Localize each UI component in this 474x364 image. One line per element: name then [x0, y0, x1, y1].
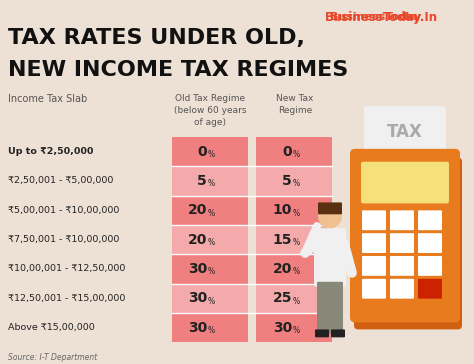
Text: %: % [208, 326, 215, 335]
Bar [172, 137, 248, 166]
Text: %: % [208, 268, 215, 276]
Bar [172, 284, 248, 313]
Text: TAX: TAX [387, 123, 423, 141]
Text: ₹2,50,001 - ₹5,00,000: ₹2,50,001 - ₹5,00,000 [8, 177, 113, 185]
Text: New Tax
Regime: New Tax Regime [276, 94, 314, 115]
Text: ₹12,50,001 - ₹15,00,000: ₹12,50,001 - ₹15,00,000 [8, 294, 126, 303]
Text: BusinessToday: BusinessToday [330, 12, 421, 22]
FancyBboxPatch shape [418, 279, 442, 298]
Bar [256, 284, 332, 313]
Text: ₹10,00,001 - ₹12,50,000: ₹10,00,001 - ₹12,50,000 [8, 265, 126, 273]
Text: %: % [293, 297, 300, 306]
FancyBboxPatch shape [418, 256, 442, 276]
Bar [256, 137, 332, 166]
FancyBboxPatch shape [364, 106, 446, 167]
FancyBboxPatch shape [317, 282, 343, 333]
Text: BusinessToday.In: BusinessToday.In [325, 11, 438, 24]
Bar [256, 313, 332, 342]
Text: .In: .In [402, 12, 418, 22]
Text: TAX RATES UNDER OLD,: TAX RATES UNDER OLD, [8, 28, 305, 48]
Bar [256, 195, 332, 225]
Text: Source: I-T Department: Source: I-T Department [8, 353, 97, 362]
Text: 30: 30 [273, 321, 292, 335]
FancyBboxPatch shape [418, 233, 442, 253]
Text: 20: 20 [188, 233, 207, 247]
FancyBboxPatch shape [362, 210, 386, 230]
Text: %: % [208, 179, 215, 189]
Bar [172, 225, 248, 254]
Text: 15: 15 [273, 233, 292, 247]
Text: Up to ₹2,50,000: Up to ₹2,50,000 [8, 147, 93, 156]
Text: Income Tax Slab: Income Tax Slab [8, 94, 87, 104]
Text: NEW INCOME TAX REGIMES: NEW INCOME TAX REGIMES [8, 60, 348, 79]
Text: %: % [293, 326, 300, 335]
Bar [172, 166, 248, 195]
Text: 5: 5 [282, 174, 292, 188]
Text: 0: 0 [283, 145, 292, 159]
Text: %: % [293, 209, 300, 218]
Text: 30: 30 [188, 321, 207, 335]
Text: 20: 20 [188, 203, 207, 217]
FancyBboxPatch shape [350, 149, 460, 323]
Text: 0: 0 [197, 145, 207, 159]
Text: ₹5,00,001 - ₹10,00,000: ₹5,00,001 - ₹10,00,000 [8, 206, 119, 215]
Bar [256, 166, 332, 195]
Text: 30: 30 [188, 291, 207, 305]
Text: %: % [208, 297, 215, 306]
FancyBboxPatch shape [390, 279, 414, 298]
Text: Old Tax Regime
(below 60 years
of age): Old Tax Regime (below 60 years of age) [174, 94, 246, 127]
FancyBboxPatch shape [362, 256, 386, 276]
Text: %: % [293, 268, 300, 276]
Bar [172, 254, 248, 284]
FancyBboxPatch shape [390, 233, 414, 253]
Text: 25: 25 [273, 291, 292, 305]
FancyBboxPatch shape [318, 202, 342, 214]
FancyBboxPatch shape [315, 329, 329, 337]
FancyBboxPatch shape [418, 210, 442, 230]
Text: Above ₹15,00,000: Above ₹15,00,000 [8, 323, 95, 332]
FancyBboxPatch shape [362, 233, 386, 253]
FancyBboxPatch shape [390, 256, 414, 276]
Bar [172, 313, 248, 342]
Circle shape [318, 205, 342, 228]
Text: %: % [208, 209, 215, 218]
Text: %: % [293, 238, 300, 247]
FancyBboxPatch shape [362, 279, 386, 298]
Text: %: % [208, 238, 215, 247]
Text: 20: 20 [273, 262, 292, 276]
Text: %: % [208, 150, 215, 159]
FancyBboxPatch shape [354, 158, 462, 329]
FancyBboxPatch shape [390, 210, 414, 230]
Text: %: % [293, 150, 300, 159]
Bar [256, 254, 332, 284]
Text: ₹7,50,001 - ₹10,00,000: ₹7,50,001 - ₹10,00,000 [8, 235, 119, 244]
Bar [172, 195, 248, 225]
Text: 10: 10 [273, 203, 292, 217]
Text: 30: 30 [188, 262, 207, 276]
Bar [256, 225, 332, 254]
FancyBboxPatch shape [331, 329, 345, 337]
Text: %: % [293, 179, 300, 189]
Text: 5: 5 [197, 174, 207, 188]
FancyBboxPatch shape [314, 228, 346, 287]
FancyBboxPatch shape [361, 162, 449, 203]
